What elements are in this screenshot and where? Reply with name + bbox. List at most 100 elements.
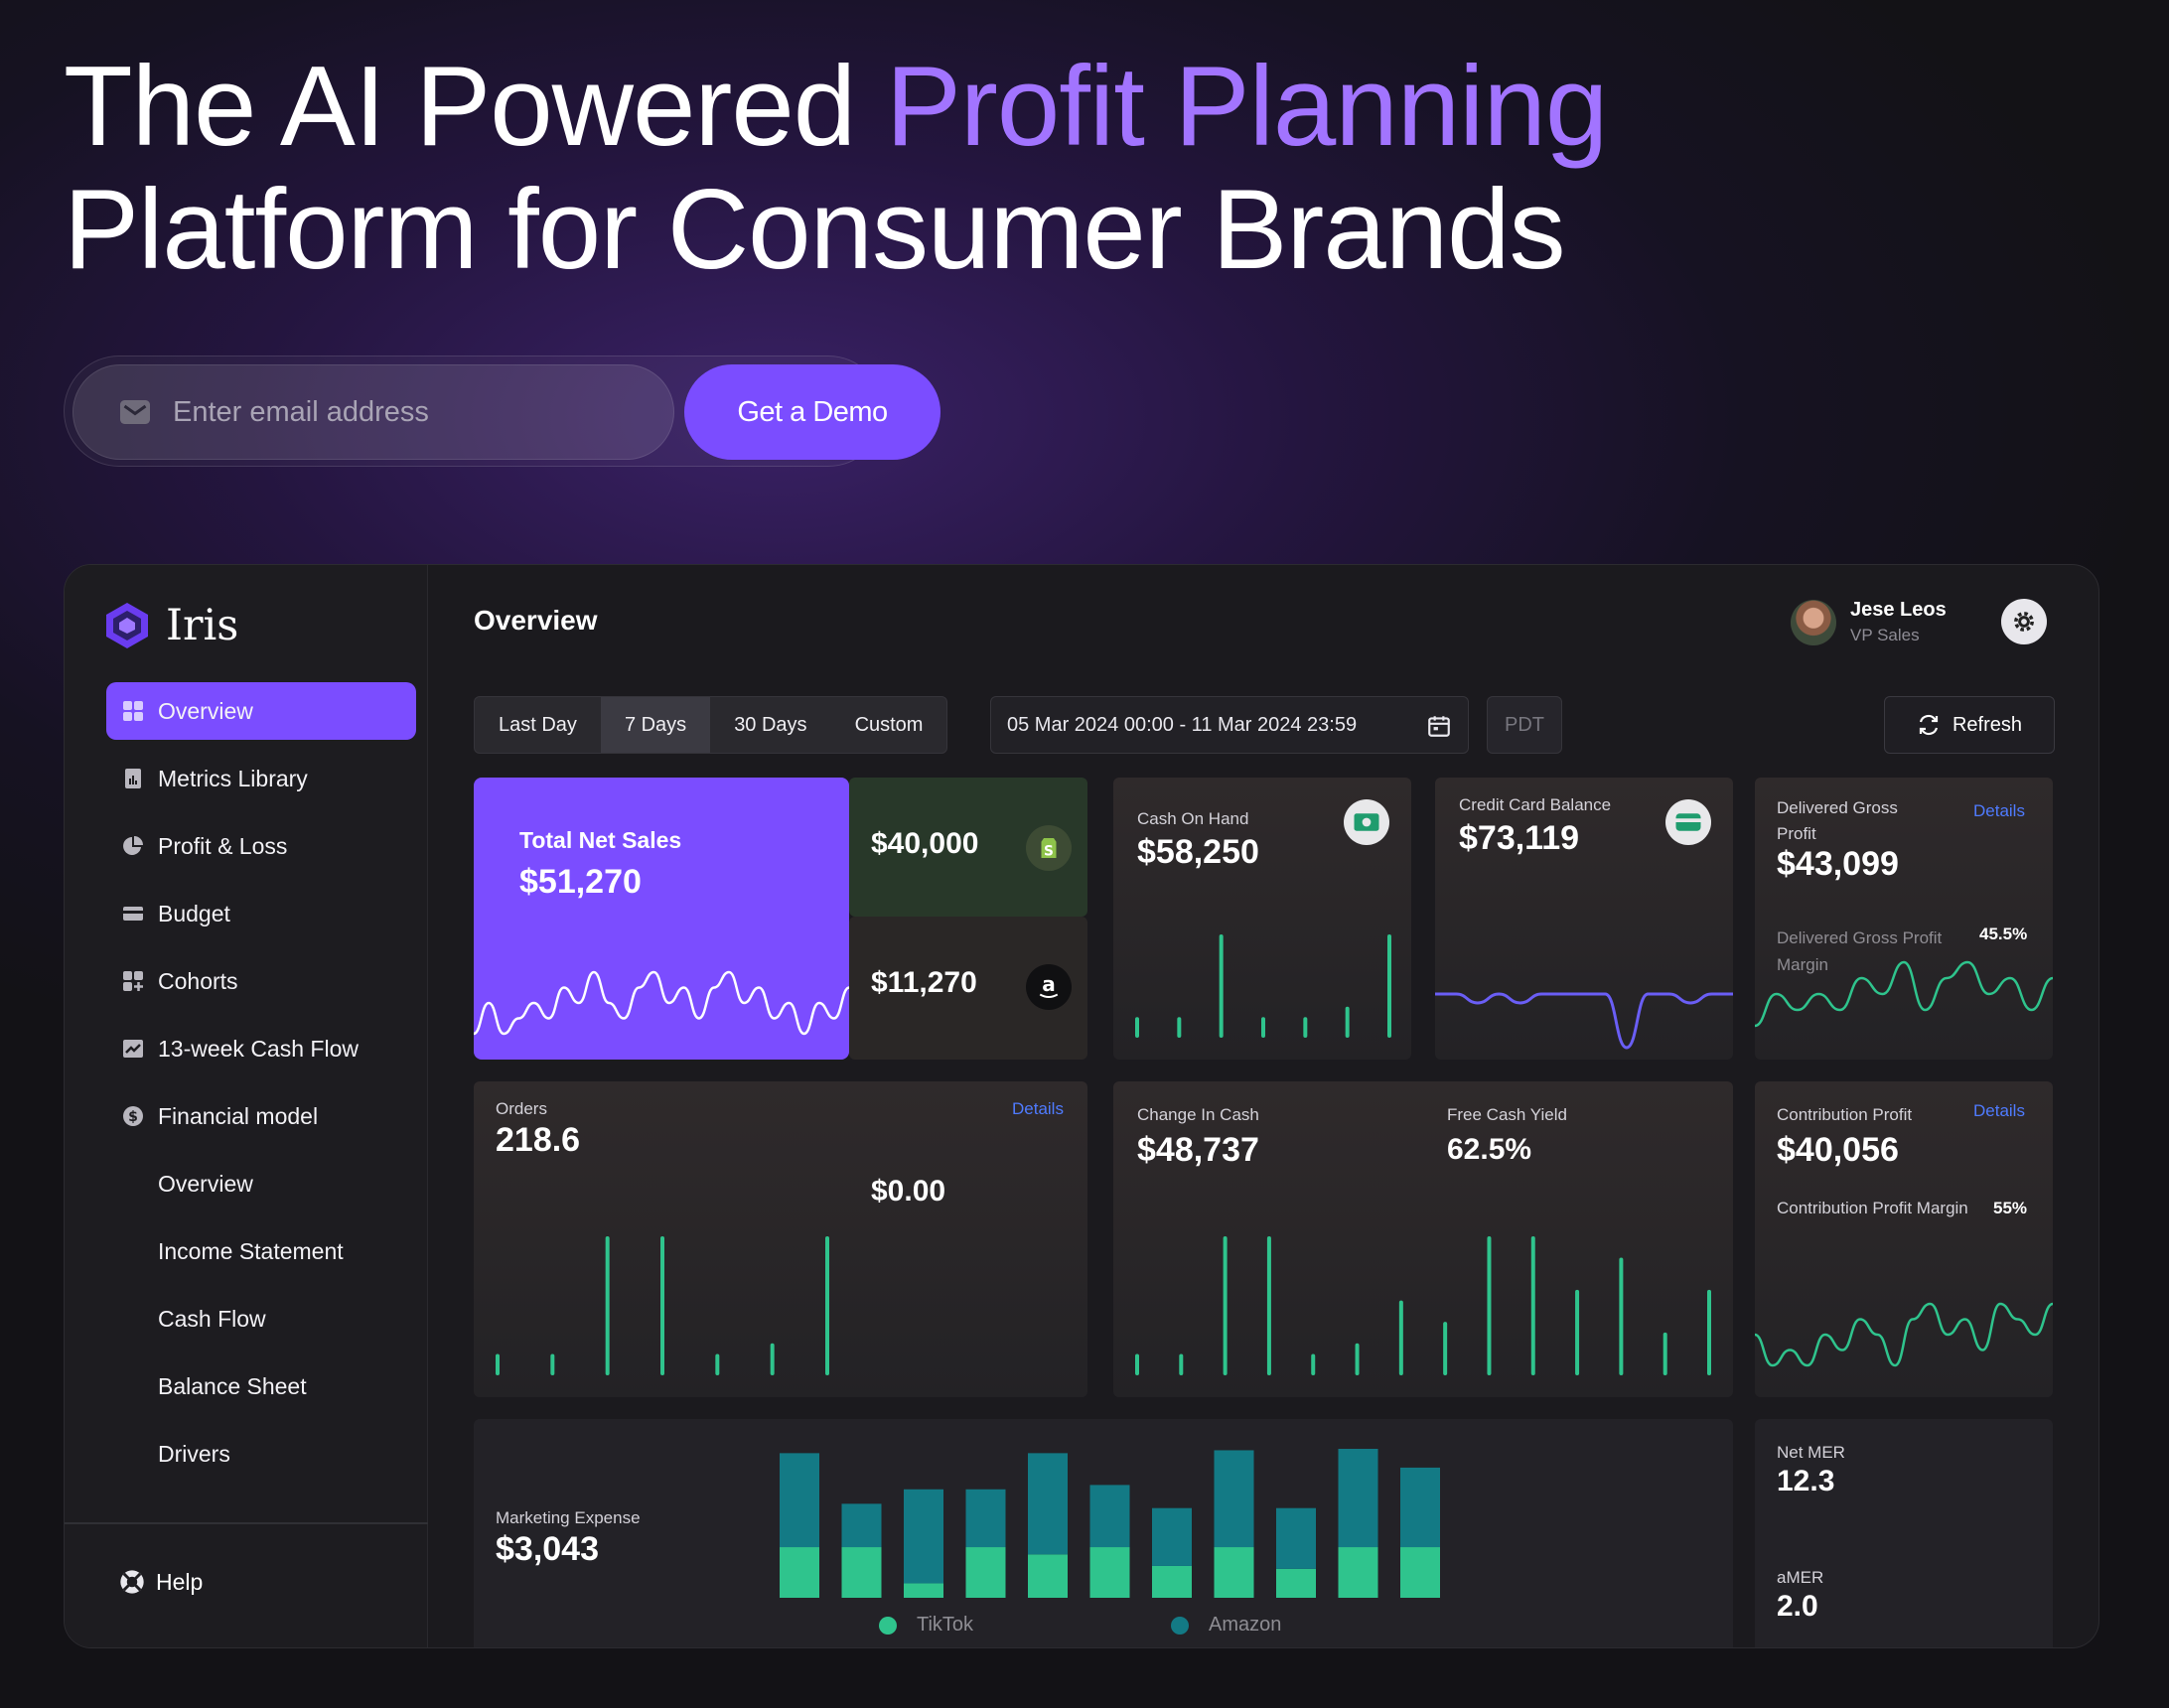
- chart-bar: [1398, 1300, 1403, 1375]
- gross-profit-sparkline-chart: [1755, 960, 2053, 1028]
- free-cash-yield-value: 62.5%: [1447, 1133, 1532, 1166]
- legend-item-tiktok: TikTok: [879, 1614, 973, 1637]
- details-link[interactable]: Details: [1973, 1101, 2025, 1120]
- main-content: Overview Jese Leos VP Sales Last Day 7 D…: [428, 565, 2098, 1647]
- date-range-value: 05 Mar 2024 00:00 - 11 Mar 2024 23:59: [1007, 713, 1358, 736]
- sidebar-item-label: Profit & Loss: [158, 832, 288, 859]
- chart-bar: [1530, 1236, 1535, 1375]
- card-value: $51,270: [519, 863, 642, 901]
- user-profile[interactable]: Jese Leos VP Sales: [1791, 599, 1947, 645]
- gross-profit-sparkline: [1755, 960, 2053, 1028]
- sidebar-item-metrics-library[interactable]: Metrics Library: [106, 750, 416, 807]
- sidebar-subitem-cash-flow[interactable]: Cash Flow: [106, 1290, 416, 1348]
- user-role: VP Sales: [1850, 626, 1920, 644]
- sidebar-item-profit-loss[interactable]: Profit & Loss: [106, 817, 416, 875]
- change-in-cash-card[interactable]: Change In Cash $48,737 Free Cash Yield 6…: [1113, 1081, 1733, 1397]
- amazon-sales-card[interactable]: $11,270 a: [849, 917, 1087, 1060]
- refresh-label: Refresh: [1952, 713, 2023, 736]
- settings-button[interactable]: [2001, 599, 2047, 644]
- card-value: 218.6: [496, 1121, 581, 1159]
- shopify-icon: S: [1026, 825, 1072, 871]
- sidebar-item-overview[interactable]: Overview: [106, 682, 416, 740]
- email-input[interactable]: [173, 395, 610, 429]
- free-cash-yield-label: Free Cash Yield: [1447, 1105, 1567, 1124]
- sub-value: 55%: [1993, 1199, 2028, 1217]
- sidebar-subitem-drivers[interactable]: Drivers: [106, 1425, 416, 1483]
- chart-bar-amazon: [1214, 1450, 1254, 1548]
- details-link[interactable]: Details: [1012, 1099, 1064, 1118]
- card-label: Contribution Profit: [1777, 1105, 1913, 1124]
- sidebar-item-financial-model[interactable]: $ Financial model: [106, 1087, 416, 1145]
- brand-name: Iris: [166, 601, 239, 650]
- shopify-sales-card[interactable]: $40,000 S: [849, 778, 1087, 917]
- sidebar-item-budget[interactable]: Budget: [106, 885, 416, 942]
- marketing-expense-card[interactable]: Marketing Expense $3,043 TikTok Amazon: [474, 1419, 1733, 1647]
- contribution-profit-card[interactable]: Contribution Profit Details $40,056 Cont…: [1755, 1081, 2053, 1397]
- credit-card-sparkline-chart: [1435, 992, 1733, 1050]
- tab-custom[interactable]: Custom: [854, 713, 924, 736]
- chart-bar-amazon: [780, 1453, 819, 1548]
- timezone-select[interactable]: PDT: [1487, 696, 1562, 754]
- chart-bar: [1177, 1017, 1182, 1038]
- credit-card-sparkline: [1435, 992, 1733, 1050]
- credit-card-icon: [1665, 799, 1711, 845]
- cash-on-hand-bar-chart: [1135, 934, 1391, 1038]
- gear-icon: [2014, 612, 2034, 632]
- help-link[interactable]: Help: [118, 1568, 203, 1596]
- orders-card[interactable]: Orders Details 218.6 $0.00: [474, 1081, 1087, 1397]
- sidebar-subitem-overview[interactable]: Overview: [106, 1155, 416, 1212]
- trend-chart-icon: [120, 1036, 146, 1062]
- amazon-icon: a: [1026, 964, 1072, 1010]
- card-label: Orders: [496, 1099, 547, 1118]
- gross-profit-card[interactable]: Delivered Gross Profit Details $43,099 D…: [1755, 778, 2053, 1060]
- card-value: $11,270: [871, 966, 977, 999]
- help-label: Help: [156, 1568, 204, 1595]
- svg-text:S: S: [1044, 844, 1054, 860]
- chart-bar-amazon: [1276, 1507, 1316, 1569]
- tab-7-days[interactable]: 7 Days: [600, 697, 711, 753]
- amer-value: 2.0: [1777, 1590, 1818, 1623]
- marketing-stacked-bar-chart: [780, 1449, 1440, 1598]
- chart-bar-tiktok: [1152, 1565, 1192, 1598]
- chart-bar: [496, 1353, 500, 1375]
- total-net-sales-card[interactable]: Total Net Sales $51,270: [474, 778, 849, 1060]
- sidebar-item-cash-flow-13week[interactable]: 13-week Cash Flow: [106, 1020, 416, 1077]
- credit-card-balance-card[interactable]: Credit Card Balance $73,119: [1435, 778, 1733, 1060]
- chart-bar-amazon: [1152, 1507, 1192, 1566]
- sidebar-item-label: Overview: [158, 1170, 253, 1197]
- amer-label: aMER: [1777, 1568, 1824, 1587]
- card-value: $43,099: [1777, 845, 1899, 883]
- tab-30-days[interactable]: 30 Days: [734, 713, 807, 736]
- sidebar-subitem-income-statement[interactable]: Income Statement: [106, 1222, 416, 1280]
- sidebar-item-label: Drivers: [158, 1440, 230, 1467]
- email-field-wrapper[interactable]: [72, 364, 674, 460]
- dashboard-window: Iris Overview Metrics Library Profit & L…: [64, 564, 2099, 1648]
- cash-on-hand-card[interactable]: Cash On Hand $58,250: [1113, 778, 1411, 1060]
- brand-logo[interactable]: Iris: [104, 601, 238, 650]
- get-demo-button[interactable]: Get a Demo: [684, 364, 940, 460]
- chart-bar: [1355, 1343, 1360, 1375]
- user-name: Jese Leos: [1850, 599, 1947, 621]
- legend-label: TikTok: [917, 1614, 974, 1636]
- refresh-button[interactable]: Refresh: [1884, 696, 2055, 754]
- details-link[interactable]: Details: [1973, 801, 2025, 820]
- card-label: Credit Card Balance: [1459, 795, 1612, 814]
- envelope-icon: [120, 400, 150, 424]
- date-range-picker[interactable]: 05 Mar 2024 00:00 - 11 Mar 2024 23:59: [990, 696, 1469, 754]
- sidebar-item-cohorts[interactable]: Cohorts: [106, 952, 416, 1010]
- legend-label: Amazon: [1209, 1614, 1282, 1636]
- mer-card[interactable]: Net MER 12.3 aMER 2.0: [1755, 1419, 2053, 1647]
- chart-bar: [1707, 1289, 1711, 1375]
- chart-bar: [1311, 1353, 1316, 1375]
- card-label: Change In Cash: [1137, 1105, 1259, 1124]
- card-value: $3,043: [496, 1530, 599, 1568]
- card-label: Marketing Expense: [496, 1508, 641, 1527]
- dollar-circle-icon: $: [120, 1103, 146, 1129]
- sidebar: Iris Overview Metrics Library Profit & L…: [65, 565, 428, 1647]
- chart-bar: [550, 1353, 555, 1375]
- sub-label: Delivered Gross Profit Margin: [1777, 928, 1943, 974]
- cash-icon: [1344, 799, 1389, 845]
- cohorts-icon: [120, 968, 146, 994]
- sidebar-subitem-balance-sheet[interactable]: Balance Sheet: [106, 1357, 416, 1415]
- tab-last-day[interactable]: Last Day: [499, 713, 577, 736]
